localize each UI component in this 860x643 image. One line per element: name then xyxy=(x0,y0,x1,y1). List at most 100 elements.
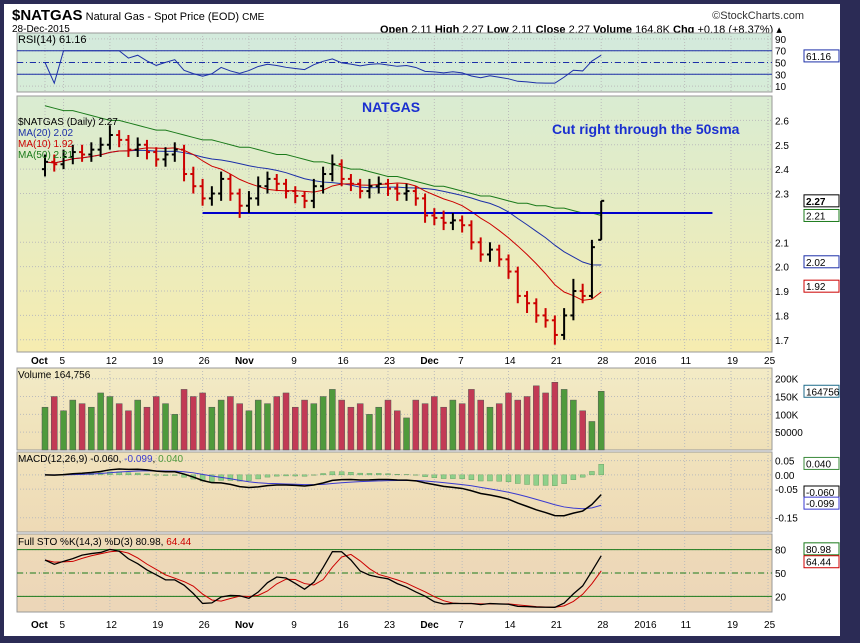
volume-legend: Volume 164,756 xyxy=(18,370,91,381)
volume-bar xyxy=(597,391,605,451)
symbol: $NATGAS xyxy=(12,7,83,24)
macd-histogram-bar xyxy=(274,474,280,477)
x-tick-label: 23 xyxy=(384,356,396,367)
rsi-tick-label: 50 xyxy=(775,59,787,70)
volume-bar xyxy=(356,403,364,451)
price-tick-label: 1.8 xyxy=(775,311,789,322)
x-tick-label: Nov xyxy=(235,620,254,631)
volume-bar xyxy=(88,406,95,451)
macd-histogram-bar xyxy=(338,471,345,476)
sto-tick-label: 80 xyxy=(775,546,787,557)
volume-bar xyxy=(236,403,243,451)
macd-histogram-bar xyxy=(292,474,298,477)
macd-label: MACD(12,26,9) xyxy=(18,454,88,465)
macd-histogram-bar xyxy=(505,474,512,483)
macd-histogram-bar xyxy=(477,474,484,482)
price-tick-label: 2.1 xyxy=(775,238,789,249)
price-tag-ma10-text: 1.92 xyxy=(806,282,826,293)
price-tick-label: 2.0 xyxy=(775,263,789,274)
volume-bar xyxy=(51,396,58,451)
x-tick-label: 26 xyxy=(199,620,211,631)
volume-bar xyxy=(412,399,420,451)
sto-k-tag xyxy=(803,542,840,556)
price-tag-ma10 xyxy=(803,279,840,293)
macd-histogram-bar xyxy=(144,473,150,476)
volume-bar xyxy=(254,399,262,451)
volume-bar xyxy=(171,414,179,451)
volume-bar xyxy=(579,410,586,451)
macd-histogram-bar xyxy=(376,473,382,476)
volume-bar xyxy=(440,406,447,451)
macd-histogram-bar xyxy=(162,474,169,476)
x-tick-label: 9 xyxy=(291,356,297,367)
volume-bar xyxy=(273,396,280,451)
x-tick-label: 19 xyxy=(152,620,164,631)
macd-histogram-bar xyxy=(533,474,540,486)
volume-bar xyxy=(97,392,104,451)
volume-bar xyxy=(560,389,568,451)
x-tick-label: 7 xyxy=(458,620,464,631)
macd-signal-tag-text: -0.099 xyxy=(806,499,835,510)
legend-ma10: MA(10) 1.92 xyxy=(18,139,74,150)
macd-histogram-bar xyxy=(264,474,271,478)
volume-bar xyxy=(384,399,392,451)
volume-bar xyxy=(152,396,160,451)
volume-bar xyxy=(421,403,429,451)
annotation-note: Cut right through the 50sma xyxy=(552,121,740,137)
rsi-line xyxy=(44,50,602,85)
x-tick-label: 21 xyxy=(551,620,563,631)
x-tick-label: 11 xyxy=(681,620,692,631)
price-tick-label: 2.6 xyxy=(775,116,789,127)
volume-bar xyxy=(403,417,410,451)
macd-tick-label: 0.00 xyxy=(775,471,795,482)
x-tick-label: 16 xyxy=(338,620,350,631)
macd-histogram-bar xyxy=(255,474,261,480)
volume-bar xyxy=(217,399,225,451)
volume-bar xyxy=(301,399,308,451)
x-tick-label: 25 xyxy=(764,620,776,631)
x-tick-label: 12 xyxy=(106,356,118,367)
price-tag-ma50-text: 2.21 xyxy=(806,211,826,222)
chart-svg[interactable]: 1.7 1.8 1.9 2.0 2.1 2.3 2.4 2.5 2.6 2.27 2.21 2.02 1… xyxy=(4,4,840,636)
macd-histogram-bar xyxy=(134,472,141,476)
price-tag-close-text: 2.27 xyxy=(806,197,826,208)
price-tick-label: 1.9 xyxy=(775,287,789,298)
macd-tag-text: -0.060 xyxy=(806,488,835,499)
volume-bar xyxy=(180,389,188,451)
volume-bar xyxy=(115,403,123,451)
macd-value: -0.060 xyxy=(90,454,119,465)
chart-frame: $NATGAS Natural Gas - Spot Price (EOD) C… xyxy=(4,4,840,636)
macd-histogram-bar xyxy=(579,474,586,478)
instrument-name: Natural Gas - Spot Price (EOD) xyxy=(85,11,240,23)
macd-histogram-bar xyxy=(366,473,373,476)
macd-histogram-bar xyxy=(468,474,475,481)
volume-bar xyxy=(347,406,355,451)
macd-histogram-bar xyxy=(209,474,215,482)
macd-histogram-bar xyxy=(431,474,438,478)
volume-bar xyxy=(477,399,484,451)
macd-hist-value: 0.040 xyxy=(158,454,184,465)
macd-histogram-bar xyxy=(496,474,502,482)
x-tick-label: 28 xyxy=(597,356,609,367)
macd-histogram-bar xyxy=(283,474,289,477)
volume-tag xyxy=(803,384,840,398)
volume-bar xyxy=(588,421,596,451)
x-tick-label: 28 xyxy=(597,620,609,631)
exchange: CME xyxy=(242,12,265,23)
volume-bar xyxy=(523,396,531,451)
macd-histogram-bar xyxy=(357,472,363,476)
macd-histogram-bar xyxy=(320,473,326,476)
sto-k-value: 80.98 xyxy=(135,537,161,548)
x-tick-label: 19 xyxy=(727,356,739,367)
volume-tick-label: 200K xyxy=(775,375,799,386)
panel-macd xyxy=(16,451,773,533)
macd-signal-line xyxy=(44,470,602,510)
macd-histogram-bar xyxy=(487,474,493,482)
volume-bar xyxy=(41,406,49,451)
volume-bar xyxy=(570,399,577,451)
macd-hist-tag xyxy=(803,456,840,470)
volume-bar xyxy=(449,399,457,451)
x-tick-label: Oct xyxy=(31,620,48,631)
chart-date: 28-Dec-2015 xyxy=(12,24,70,35)
volume-bar xyxy=(292,406,299,451)
